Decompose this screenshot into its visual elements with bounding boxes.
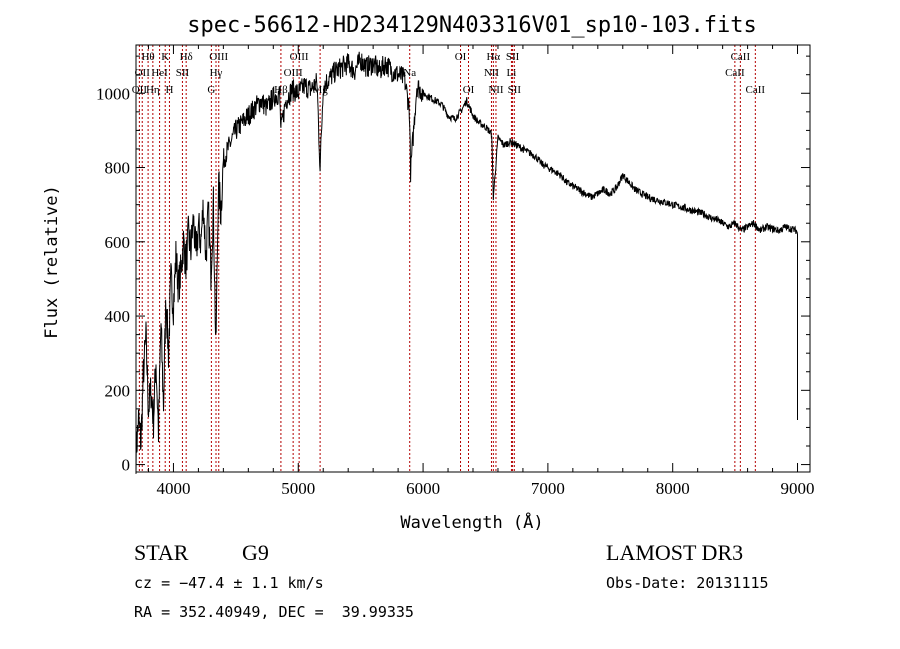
redshift-text: cz = −47.4 ± 1.1 km/s [134,574,324,592]
x-tick-label: 9000 [781,479,815,498]
line-marker-label: Hδ [180,51,193,63]
line-marker-label: Li [507,67,517,79]
chart-title: spec-56612-HD234129N403316V01_sp10-103.f… [187,13,757,38]
line-marker-label: Hγ [210,67,223,79]
x-tick-label: 5000 [281,479,315,498]
line-marker-label: OI [455,51,467,63]
line-marker-labels: OIIOIIHθHηHeIKHSIIHδGHγOIIIHβOIIIOIIIMgN… [132,51,766,96]
line-marker-label: Hβ [274,84,288,96]
line-marker-label: OIII [284,67,303,79]
line-marker-label: SII [176,67,190,79]
line-marker-label: OI [463,84,475,96]
line-markers [138,45,756,472]
line-marker-label: CaII [731,51,751,63]
line-marker-label: HeI [151,67,168,79]
line-marker-label: CaII [725,67,745,79]
x-axis-label: Wavelength (Å) [400,511,543,533]
line-marker-label: Hθ [141,51,154,63]
y-tick-label: 400 [105,307,131,326]
y-tick-label: 0 [122,456,131,475]
line-marker-label: SII [508,84,522,96]
object-class: STAR [134,540,189,565]
spectrum-line [135,51,798,474]
object-subclass: G9 [242,540,269,565]
line-marker-label: OII [132,84,148,96]
y-tick-label: 200 [105,381,131,400]
x-tick-label: 8000 [656,479,690,498]
line-marker-label: Hα [486,51,500,63]
line-marker-label: OII [135,67,151,79]
line-marker-label: SII [506,51,520,63]
x-axis-ticks: 4000 5000 6000 7000 8000 9000 [147,45,815,498]
line-marker-label: CaII [746,84,766,96]
spectrum-chart: spec-56612-HD234129N403316V01_sp10-103.f… [42,13,815,533]
y-axis-ticks: 0 200 400 600 800 1000 [96,55,810,475]
line-marker-label: Na [403,67,416,79]
x-tick-label: 6000 [406,479,440,498]
plot-frame [135,44,811,473]
line-marker-label: Hη [146,84,160,96]
line-marker-label: OIII [290,51,309,63]
line-marker-label: NII [484,67,500,79]
x-tick-label: 7000 [531,479,565,498]
survey-name: LAMOST DR3 [606,540,744,565]
line-marker-label: G [207,84,215,96]
line-marker-label: NII [488,84,504,96]
line-marker-label: OIII [209,51,228,63]
y-tick-label: 1000 [96,84,130,103]
obs-date: Obs-Date: 20131115 [606,574,769,592]
coordinates: RA = 352.40949, DEC = 39.99335 [134,603,414,621]
x-tick-label: 4000 [156,479,190,498]
line-marker-label: K [161,51,169,63]
line-marker-label: H [165,84,173,96]
y-axis-label: Flux (relative) [42,185,62,339]
y-tick-label: 800 [105,159,131,178]
y-tick-label: 600 [105,233,131,252]
